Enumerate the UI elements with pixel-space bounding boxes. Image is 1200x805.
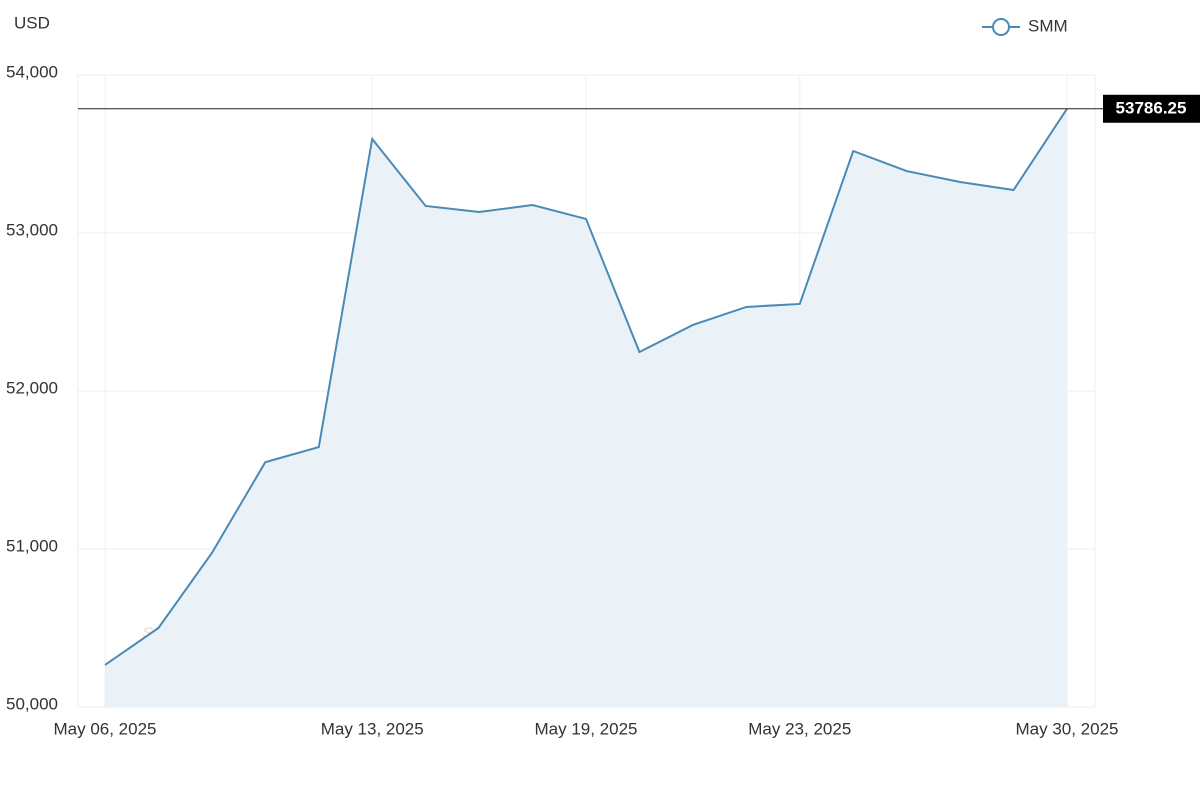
y-tick-label: 51,000 [6,536,58,555]
area-fill [105,108,1067,707]
value-label: 53786.25 [1116,98,1187,117]
x-tick-label: May 19, 2025 [534,719,637,738]
value-tag [1103,94,1200,123]
y-axis-label: USD [14,13,50,32]
y-tick-label: 52,000 [6,378,58,397]
y-tick-label: 54,000 [6,62,58,81]
legend-label: SMM [1028,16,1068,35]
legend-marker [992,18,1010,36]
line [104,108,1068,666]
x-tick-label: May 23, 2025 [748,719,851,738]
x-tick-label: May 30, 2025 [1015,719,1118,738]
x-tick-label: May 06, 2025 [53,719,156,738]
y-tick-label: 53,000 [6,220,58,239]
x-tick-label: May 13, 2025 [321,719,424,738]
y-tick-label: 50,000 [6,694,58,713]
